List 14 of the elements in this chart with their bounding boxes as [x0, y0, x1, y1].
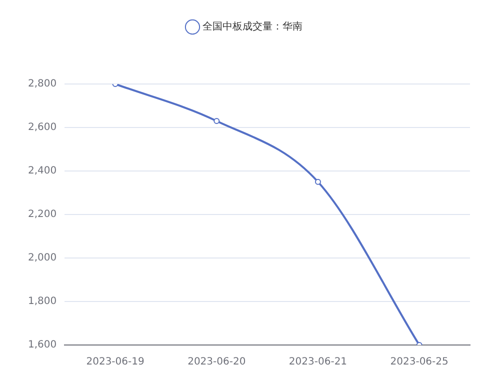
x-tick-label: 2023-06-19: [86, 356, 144, 368]
y-tick-label: 2,600: [28, 122, 57, 134]
y-tick-label: 2,800: [28, 78, 57, 90]
point: [214, 118, 220, 124]
legend-label: 全国中板成交量：华南: [202, 20, 302, 33]
y-tick-label: 2,000: [28, 252, 57, 264]
point: [314, 178, 321, 185]
x-tick-label: 2023-06-20: [188, 356, 246, 368]
y-tick-label: 1,800: [28, 296, 57, 308]
x-tick-label: 2023-06-21: [288, 356, 348, 368]
y-tick-label: 2,200: [28, 209, 57, 220]
y-tick-label: 2,400: [28, 166, 57, 177]
x-tick-label: 2023-06-25: [390, 356, 448, 368]
y-tick-label: 1,600: [28, 340, 57, 351]
